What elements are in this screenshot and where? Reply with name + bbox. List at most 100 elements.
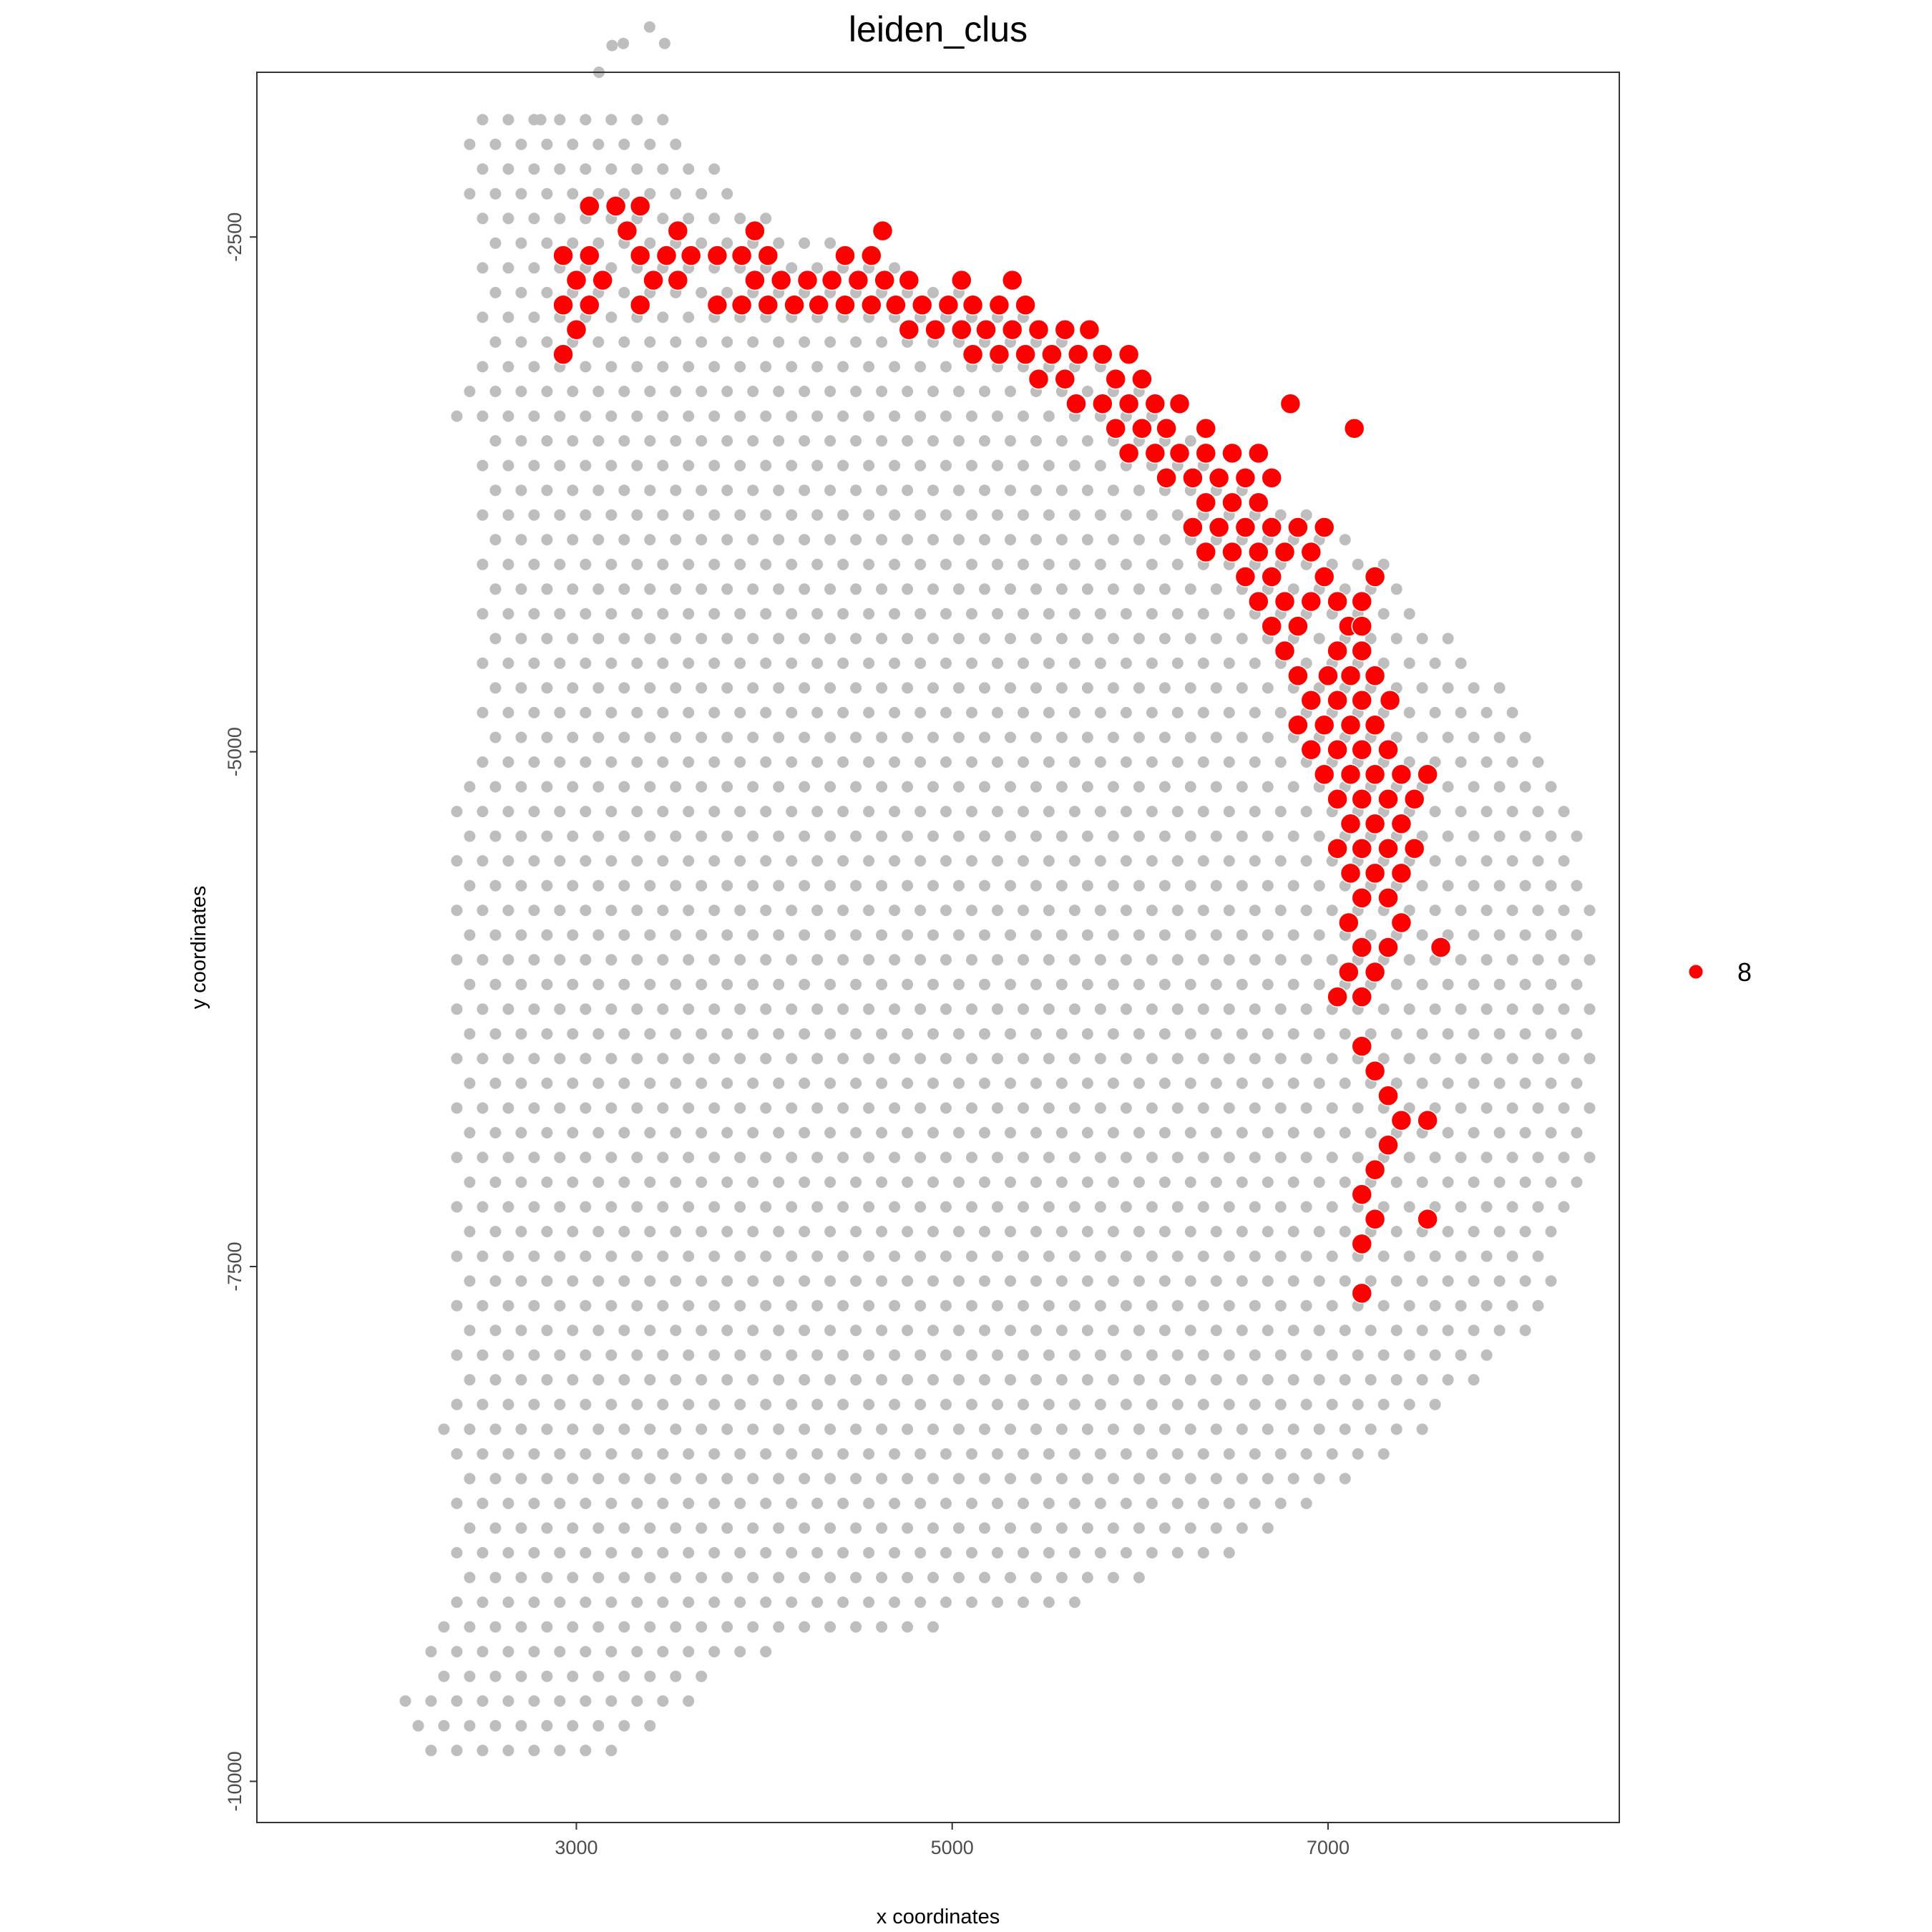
background-spot: [837, 1250, 849, 1262]
background-spot: [1468, 682, 1480, 694]
background-spot: [1532, 954, 1544, 966]
background-spot: [1184, 1374, 1196, 1386]
legend-key-8: [1688, 964, 1704, 980]
background-spot: [657, 608, 669, 620]
background-spot: [1506, 1151, 1518, 1163]
background-spot: [1094, 459, 1106, 472]
background-spot: [863, 806, 875, 818]
background-spot: [799, 336, 811, 348]
background-spot: [927, 1423, 939, 1435]
cluster-8-point: [1248, 442, 1269, 464]
background-spot: [605, 1596, 618, 1609]
background-spot: [1480, 1299, 1493, 1312]
background-spot: [966, 558, 977, 570]
background-spot: [554, 410, 566, 422]
background-spot: [1339, 1028, 1351, 1040]
background-spot: [1210, 1275, 1222, 1287]
background-spot: [631, 509, 643, 521]
background-spot: [618, 1522, 630, 1534]
background-spot: [502, 1695, 514, 1707]
background-spot: [502, 114, 514, 126]
background-spot: [1442, 879, 1454, 892]
background-spot: [850, 978, 862, 990]
background-spot: [541, 237, 553, 249]
background-spot: [914, 904, 927, 917]
background-spot: [489, 1127, 502, 1138]
background-spot: [837, 657, 849, 669]
background-spot: [554, 1498, 566, 1509]
background-spot: [1455, 1201, 1467, 1213]
background-spot: [1519, 830, 1531, 842]
background-spot: [683, 954, 695, 966]
background-spot: [850, 682, 862, 694]
background-spot: [1262, 929, 1274, 941]
background-spot: [580, 1053, 592, 1065]
background-spot: [502, 311, 514, 323]
cluster-8-point: [1351, 887, 1372, 909]
background-spot: [837, 1498, 849, 1509]
background-spot: [979, 682, 990, 694]
background-spot: [811, 509, 824, 521]
background-spot: [1545, 830, 1557, 842]
background-spot: [567, 1374, 579, 1386]
background-spot: [631, 806, 643, 818]
background-spot: [592, 1522, 605, 1534]
background-spot: [1068, 954, 1080, 966]
background-spot: [1018, 558, 1029, 570]
background-spot: [606, 39, 618, 52]
cluster-8-point: [744, 269, 766, 291]
background-spot: [1442, 1077, 1454, 1089]
background-spot: [1120, 954, 1132, 966]
background-spot: [1018, 1102, 1029, 1114]
background-spot: [528, 954, 540, 966]
background-spot: [1210, 879, 1222, 892]
background-spot: [1184, 633, 1196, 645]
background-spot: [541, 1621, 553, 1633]
background-spot: [1197, 1448, 1209, 1460]
background-spot: [708, 1398, 721, 1410]
background-spot: [1429, 657, 1441, 669]
background-spot: [592, 1077, 605, 1089]
background-spot: [773, 583, 785, 595]
background-spot: [914, 756, 927, 768]
background-spot: [1480, 1102, 1493, 1114]
background-spot: [734, 509, 746, 521]
background-spot: [747, 1621, 759, 1633]
background-spot: [1480, 1053, 1493, 1065]
background-spot: [618, 187, 630, 200]
background-spot: [515, 830, 527, 842]
background-spot: [696, 435, 708, 447]
background-spot: [489, 484, 502, 497]
background-spot: [683, 410, 695, 422]
background-spot: [1545, 929, 1557, 941]
background-spot: [528, 1547, 540, 1558]
background-spot: [786, 1102, 798, 1114]
background-spot: [876, 1127, 888, 1138]
background-spot: [1287, 781, 1299, 793]
background-spot: [824, 534, 836, 546]
background-spot: [811, 558, 824, 570]
background-spot: [670, 1423, 682, 1435]
background-spot: [1094, 806, 1106, 818]
background-spot: [992, 558, 1003, 570]
background-spot: [837, 706, 849, 718]
background-spot: [708, 1498, 721, 1509]
background-spot: [696, 386, 708, 397]
background-spot: [863, 1596, 875, 1609]
background-spot: [451, 1596, 463, 1609]
background-spot: [940, 1596, 952, 1609]
background-spot: [1468, 1127, 1480, 1138]
background-spot: [1249, 1448, 1261, 1460]
background-spot: [837, 1398, 849, 1410]
background-spot: [1030, 1423, 1042, 1435]
background-spot: [708, 608, 721, 620]
background-spot: [863, 509, 875, 521]
background-spot: [1158, 682, 1171, 694]
background-spot: [773, 1473, 785, 1485]
background-spot: [554, 1646, 566, 1658]
background-spot: [850, 1028, 862, 1040]
cluster-8-point: [1300, 689, 1322, 711]
background-spot: [1584, 1003, 1596, 1015]
background-spot: [1223, 608, 1235, 620]
background-spot: [683, 1398, 695, 1410]
